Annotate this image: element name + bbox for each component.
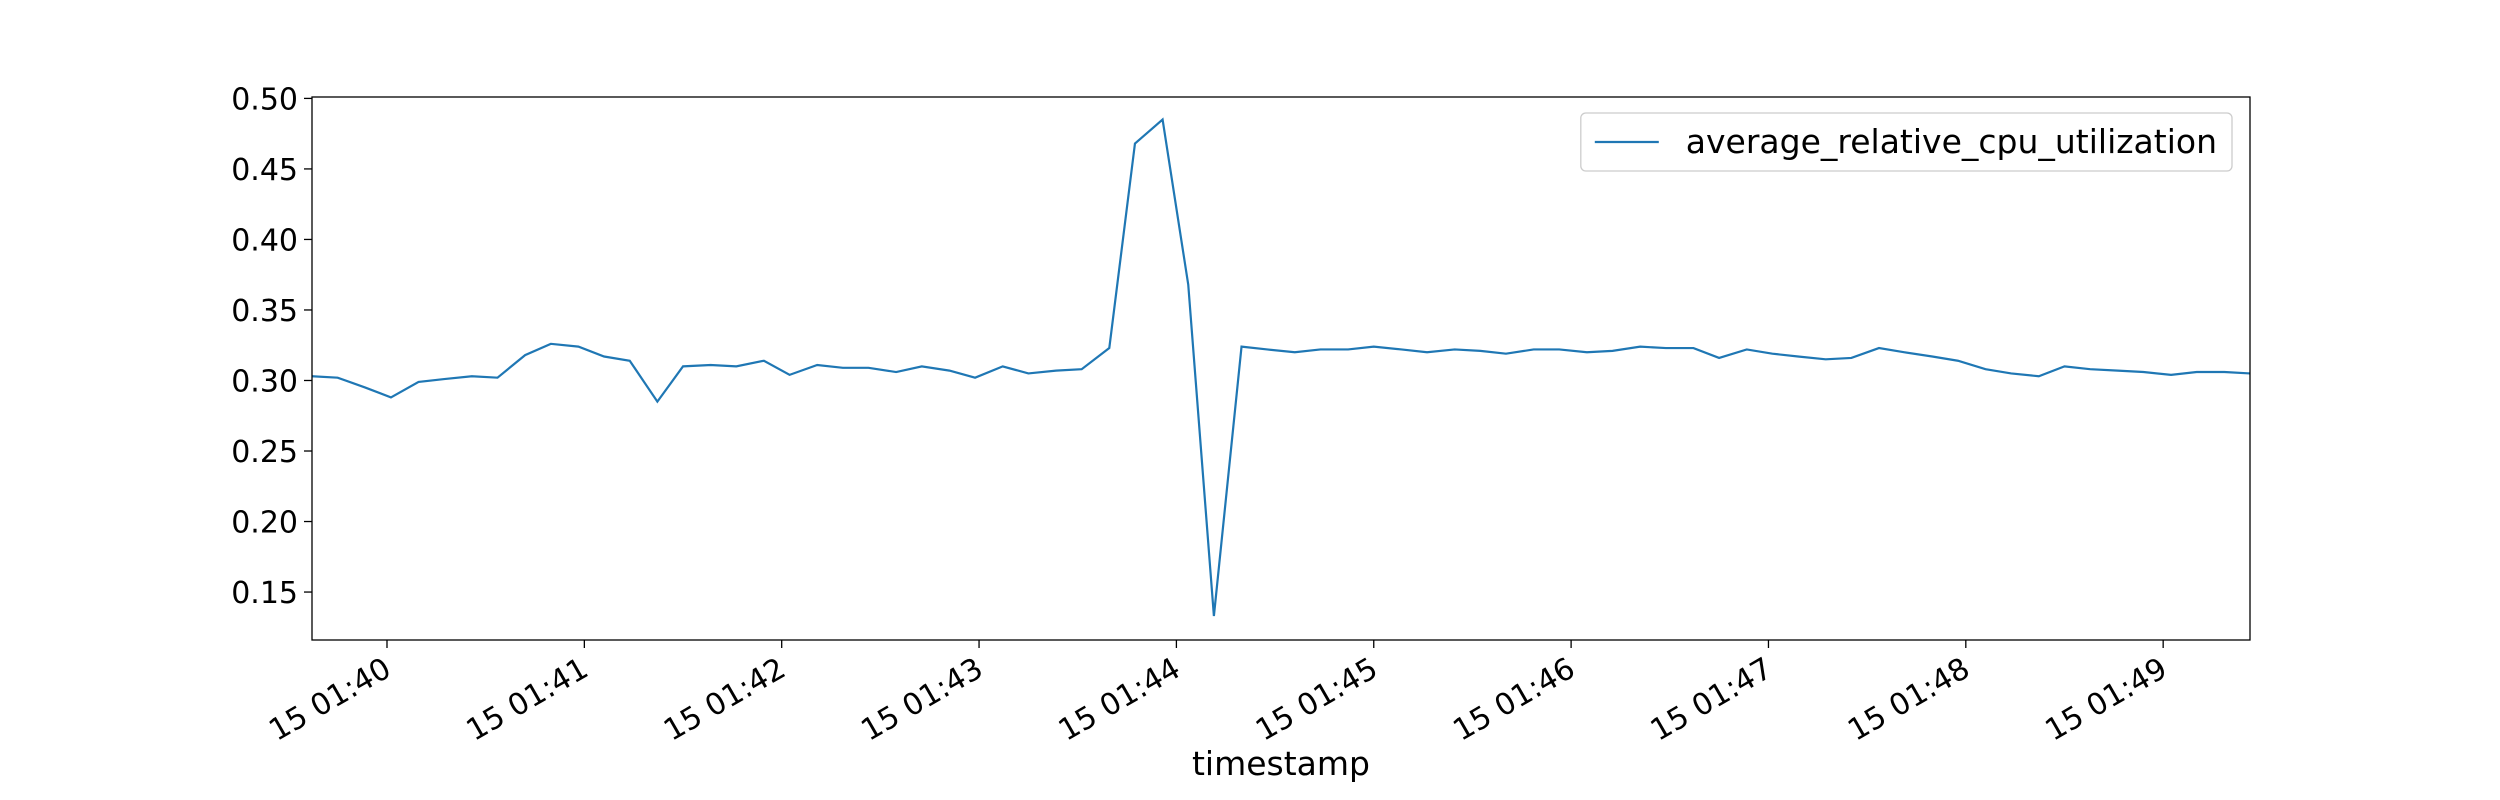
- y-tick-label: 0.50: [231, 82, 298, 117]
- y-tick-label: 0.45: [231, 153, 298, 188]
- y-tick-label: 0.35: [231, 294, 298, 329]
- legend-box: [1580, 112, 2233, 172]
- y-tick-label: 0.20: [231, 506, 298, 541]
- y-tick-label: 0.40: [231, 223, 298, 258]
- legend: average_relative_cpu_utilization: [1580, 112, 2233, 172]
- data-line: [311, 117, 2251, 617]
- y-tick-label: 0.15: [231, 576, 298, 611]
- plot-frame: [311, 96, 2251, 641]
- y-tick-label: 0.30: [231, 364, 298, 399]
- legend-label: average_relative_cpu_utilization: [1686, 122, 2217, 161]
- x-axis-label: timestamp: [1192, 744, 1370, 783]
- y-tick-label: 0.25: [231, 435, 298, 470]
